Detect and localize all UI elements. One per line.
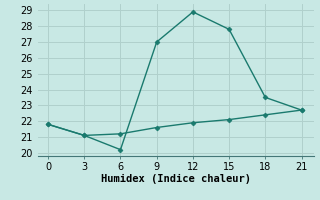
X-axis label: Humidex (Indice chaleur): Humidex (Indice chaleur) (101, 174, 251, 184)
